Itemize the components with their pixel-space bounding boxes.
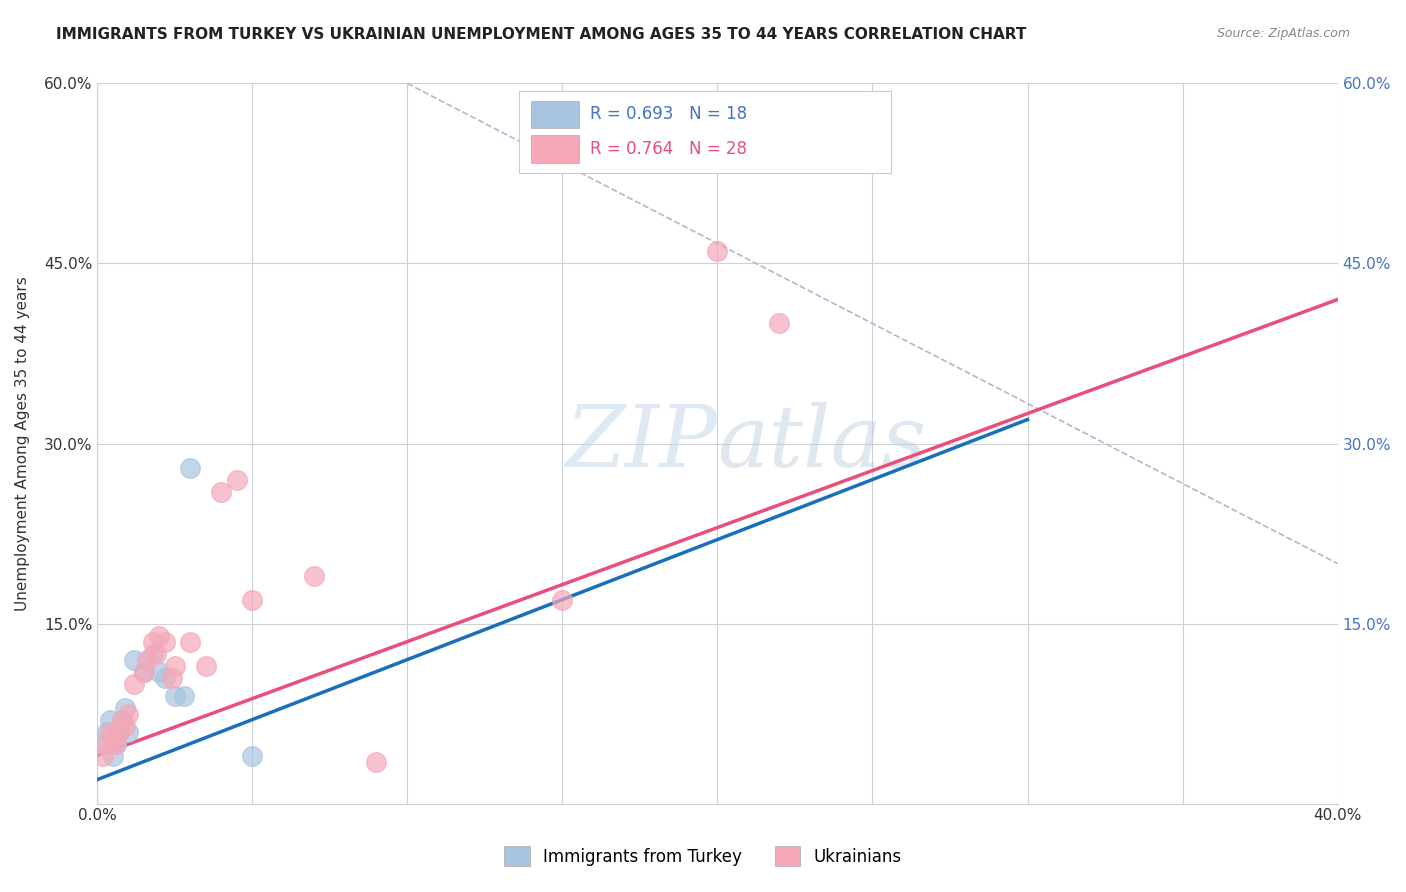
Point bbox=[124, 676, 146, 690]
Point bbox=[117, 706, 139, 721]
Point bbox=[104, 737, 127, 751]
Point bbox=[142, 634, 165, 648]
FancyBboxPatch shape bbox=[531, 101, 578, 128]
Text: R = 0.693   N = 18: R = 0.693 N = 18 bbox=[589, 105, 747, 123]
Point bbox=[93, 748, 115, 763]
Text: R = 0.764   N = 28: R = 0.764 N = 28 bbox=[589, 140, 747, 158]
Point bbox=[163, 658, 186, 673]
Point bbox=[108, 724, 131, 739]
Point bbox=[148, 665, 170, 679]
Point bbox=[366, 755, 388, 769]
Point bbox=[551, 592, 574, 607]
Point bbox=[98, 724, 121, 739]
Point bbox=[111, 713, 134, 727]
Point bbox=[225, 473, 247, 487]
Point bbox=[124, 652, 146, 666]
Point bbox=[160, 671, 183, 685]
Point bbox=[240, 592, 263, 607]
Text: IMMIGRANTS FROM TURKEY VS UKRAINIAN UNEMPLOYMENT AMONG AGES 35 TO 44 YEARS CORRE: IMMIGRANTS FROM TURKEY VS UKRAINIAN UNEM… bbox=[56, 27, 1026, 42]
Point bbox=[117, 724, 139, 739]
Point bbox=[114, 718, 136, 732]
Point bbox=[163, 689, 186, 703]
Point bbox=[209, 484, 232, 499]
Point bbox=[155, 634, 177, 648]
Point bbox=[132, 665, 155, 679]
Point bbox=[114, 700, 136, 714]
Text: ZIP: ZIP bbox=[565, 402, 717, 485]
Point bbox=[104, 737, 127, 751]
Point bbox=[179, 460, 201, 475]
Point bbox=[173, 689, 195, 703]
Point bbox=[706, 244, 728, 259]
Point bbox=[96, 737, 118, 751]
Point bbox=[240, 748, 263, 763]
Point bbox=[179, 634, 201, 648]
Point bbox=[101, 731, 124, 745]
Point bbox=[304, 568, 326, 582]
Point bbox=[135, 652, 157, 666]
Point bbox=[132, 665, 155, 679]
Point bbox=[111, 713, 134, 727]
Point bbox=[98, 713, 121, 727]
Point bbox=[145, 647, 167, 661]
FancyBboxPatch shape bbox=[519, 91, 891, 173]
Point bbox=[194, 658, 217, 673]
Point bbox=[101, 748, 124, 763]
Point bbox=[108, 724, 131, 739]
Point bbox=[93, 737, 115, 751]
Point bbox=[142, 647, 165, 661]
Point bbox=[96, 724, 118, 739]
FancyBboxPatch shape bbox=[531, 136, 578, 162]
Y-axis label: Unemployment Among Ages 35 to 44 years: Unemployment Among Ages 35 to 44 years bbox=[15, 277, 30, 611]
Text: Source: ZipAtlas.com: Source: ZipAtlas.com bbox=[1216, 27, 1350, 40]
Text: atlas: atlas bbox=[717, 402, 927, 485]
Point bbox=[768, 317, 790, 331]
Legend: Immigrants from Turkey, Ukrainians: Immigrants from Turkey, Ukrainians bbox=[496, 838, 910, 875]
Point bbox=[155, 671, 177, 685]
Point bbox=[148, 629, 170, 643]
